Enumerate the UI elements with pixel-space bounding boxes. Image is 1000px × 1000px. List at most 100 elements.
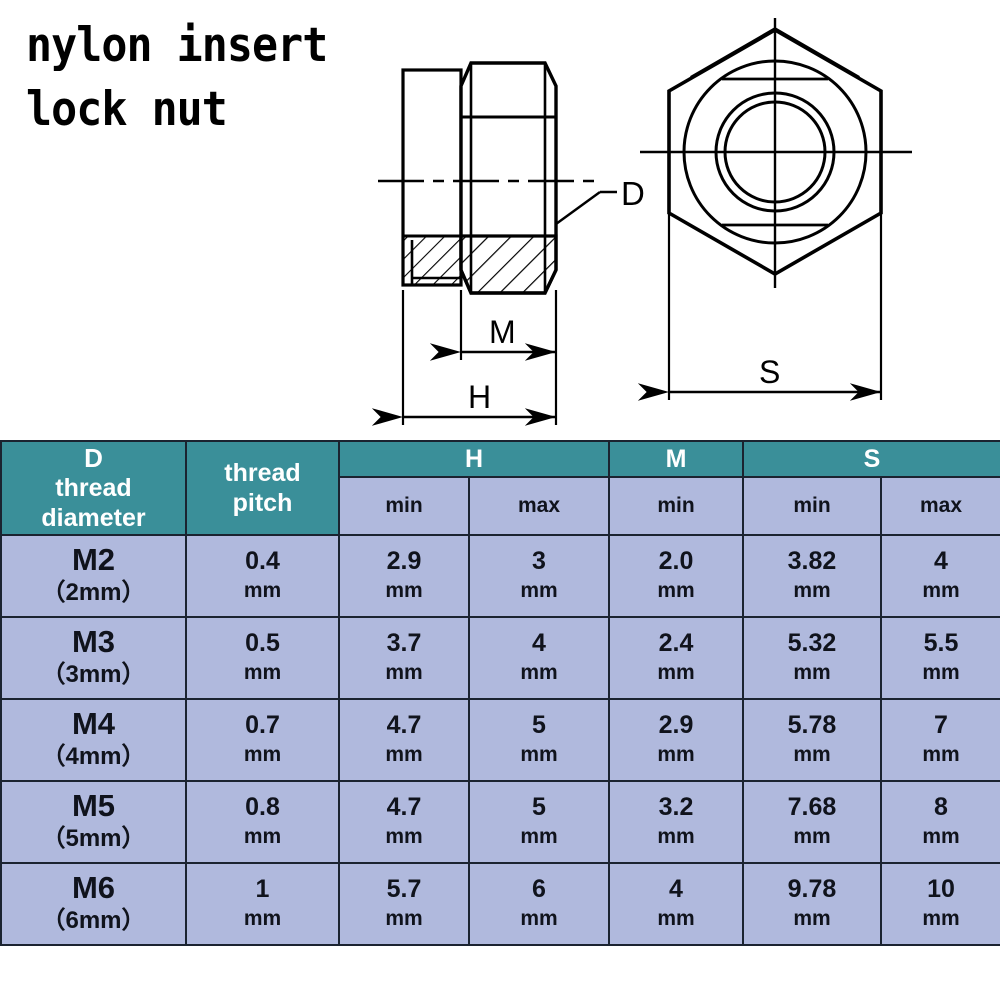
cell-s-max-unit: mm — [922, 661, 960, 684]
cell-s-max-unit: mm — [922, 743, 960, 766]
cell-s-max-unit: mm — [922, 825, 960, 848]
cell-thread-pitch-unit: mm — [243, 661, 282, 684]
cell-m-min-unit: mm — [657, 825, 695, 848]
spec-table: D thread diameter thread pitch H M S min… — [0, 440, 1000, 946]
thread-diameter-mm: （5mm） — [41, 825, 146, 852]
cell-h-max-value: 6 — [532, 875, 546, 903]
page-title: nylon insert lock nut — [26, 14, 366, 142]
cell-thread-pitch: 1 mm — [185, 862, 340, 946]
label-m: M — [489, 314, 516, 350]
header-m-min: min — [608, 476, 744, 536]
header-m: M — [608, 440, 744, 478]
cell-h-min: 5.7 mm — [338, 862, 470, 946]
cell-h-min-value: 2.9 — [386, 547, 422, 575]
cell-h-max: 6 mm — [468, 862, 610, 946]
cell-thread-diameter: M2 （2mm） — [0, 534, 187, 618]
cell-h-max-unit: mm — [520, 661, 558, 684]
table-row: M5 （5mm） 0.8 mm 4.7 mm 5 mm 3.2 mm 7.68 mm 8 mm — [0, 780, 1000, 864]
cell-m-min-value: 3.2 — [658, 793, 694, 821]
cell-thread-pitch: 0.8 mm — [185, 780, 340, 864]
cell-s-min-value: 5.78 — [787, 711, 837, 739]
cell-s-max-value: 10 — [927, 875, 955, 903]
cell-s-max-value: 5.5 — [923, 629, 959, 657]
cell-h-min-unit: mm — [385, 579, 423, 602]
header-h: H — [338, 440, 610, 478]
thread-diameter-code: M4 — [71, 706, 116, 741]
header-d-sub2: diameter — [41, 504, 146, 532]
cell-s-max: 4 mm — [880, 534, 1000, 618]
cell-thread-pitch-value: 0.5 — [245, 629, 280, 657]
label-s: S — [759, 354, 780, 390]
cell-s-max-value: 8 — [934, 793, 948, 821]
cell-h-max-value: 5 — [532, 711, 546, 739]
cell-thread-pitch-value: 1 — [255, 875, 270, 903]
cell-h-min-unit: mm — [385, 907, 423, 930]
cell-s-max: 10 mm — [880, 862, 1000, 946]
cell-m-min-value: 2.9 — [658, 711, 694, 739]
hexagon-end-view: S — [637, 18, 912, 401]
cell-thread-pitch-unit: mm — [243, 825, 282, 848]
cell-s-min: 5.78 mm — [742, 698, 882, 782]
cell-thread-pitch-value: 0.8 — [245, 793, 280, 821]
table-row: M6 （6mm） 1 mm 5.7 mm 6 mm 4 mm 9.78 mm 10 mm — [0, 862, 1000, 946]
drawing-svg: D M H S — [371, 18, 912, 426]
cell-h-max-unit: mm — [520, 579, 558, 602]
cell-h-max-unit: mm — [520, 743, 558, 766]
cell-s-min: 5.32 mm — [742, 616, 882, 700]
cell-m-min-unit: mm — [657, 661, 695, 684]
cell-thread-diameter: M5 （5mm） — [0, 780, 187, 864]
cell-thread-pitch-unit: mm — [243, 907, 282, 930]
header-d-sub1: thread — [55, 474, 132, 502]
header-s-min: min — [742, 476, 882, 536]
cell-h-min: 4.7 mm — [338, 698, 470, 782]
thread-diameter-mm: （6mm） — [41, 907, 146, 934]
cell-s-min-unit: mm — [793, 907, 831, 930]
cell-s-min-value: 5.32 — [787, 629, 837, 657]
header-d-letter: D — [84, 443, 103, 473]
cell-s-min: 9.78 mm — [742, 862, 882, 946]
cell-thread-pitch-unit: mm — [243, 579, 282, 602]
cell-m-min: 2.4 mm — [608, 616, 744, 700]
table-row: M4 （4mm） 0.7 mm 4.7 mm 5 mm 2.9 mm 5.78 mm 7 mm — [0, 698, 1000, 782]
thread-diameter-code: M3 — [71, 624, 116, 659]
technical-drawing: D M H S — [0, 0, 1000, 440]
cell-m-min: 4 mm — [608, 862, 744, 946]
cell-h-max-value: 3 — [532, 547, 546, 575]
cell-h-max: 5 mm — [468, 780, 610, 864]
cell-h-min-value: 3.7 — [386, 629, 422, 657]
header-d: D thread diameter — [0, 440, 187, 536]
cell-h-min: 4.7 mm — [338, 780, 470, 864]
thread-diameter-mm: （3mm） — [41, 661, 146, 688]
cell-h-min-unit: mm — [385, 743, 423, 766]
cell-s-min: 3.82 mm — [742, 534, 882, 618]
cell-h-min-unit: mm — [385, 661, 423, 684]
cell-s-min-value: 3.82 — [787, 547, 837, 575]
cell-s-min-unit: mm — [793, 579, 831, 602]
cell-thread-diameter: M6 （6mm） — [0, 862, 187, 946]
cell-h-min: 2.9 mm — [338, 534, 470, 618]
table-row: M3 （3mm） 0.5 mm 3.7 mm 4 mm 2.4 mm 5.32 mm 5.5 mm — [0, 616, 1000, 700]
title-line-1: nylon insert — [26, 18, 328, 73]
cell-m-min: 2.0 mm — [608, 534, 744, 618]
cell-s-max: 7 mm — [880, 698, 1000, 782]
cell-s-max: 8 mm — [880, 780, 1000, 864]
cell-s-max-unit: mm — [922, 907, 960, 930]
cell-h-max: 5 mm — [468, 698, 610, 782]
cell-h-min-unit: mm — [385, 825, 423, 848]
thread-diameter-code: M5 — [71, 788, 116, 823]
cell-h-max-value: 5 — [532, 793, 546, 821]
table-row: M2 （2mm） 0.4 mm 2.9 mm 3 mm 2.0 mm 3.82 mm 4 mm — [0, 534, 1000, 618]
cell-h-max-unit: mm — [520, 825, 558, 848]
cell-s-min-value: 9.78 — [787, 875, 837, 903]
cell-m-min-unit: mm — [657, 579, 695, 602]
thread-diameter-mm: （2mm） — [41, 579, 146, 606]
spec-table-container: D thread diameter thread pitch H M S min… — [0, 440, 1000, 946]
label-h: H — [468, 379, 491, 415]
cell-thread-diameter: M4 （4mm） — [0, 698, 187, 782]
header-thread-pitch: thread pitch — [185, 440, 340, 536]
cell-s-max-value: 7 — [934, 711, 948, 739]
cell-s-min-unit: mm — [793, 825, 831, 848]
cell-thread-pitch-value: 0.4 — [245, 547, 280, 575]
cell-thread-pitch-value: 0.7 — [245, 711, 280, 739]
header-s: S — [742, 440, 1000, 478]
